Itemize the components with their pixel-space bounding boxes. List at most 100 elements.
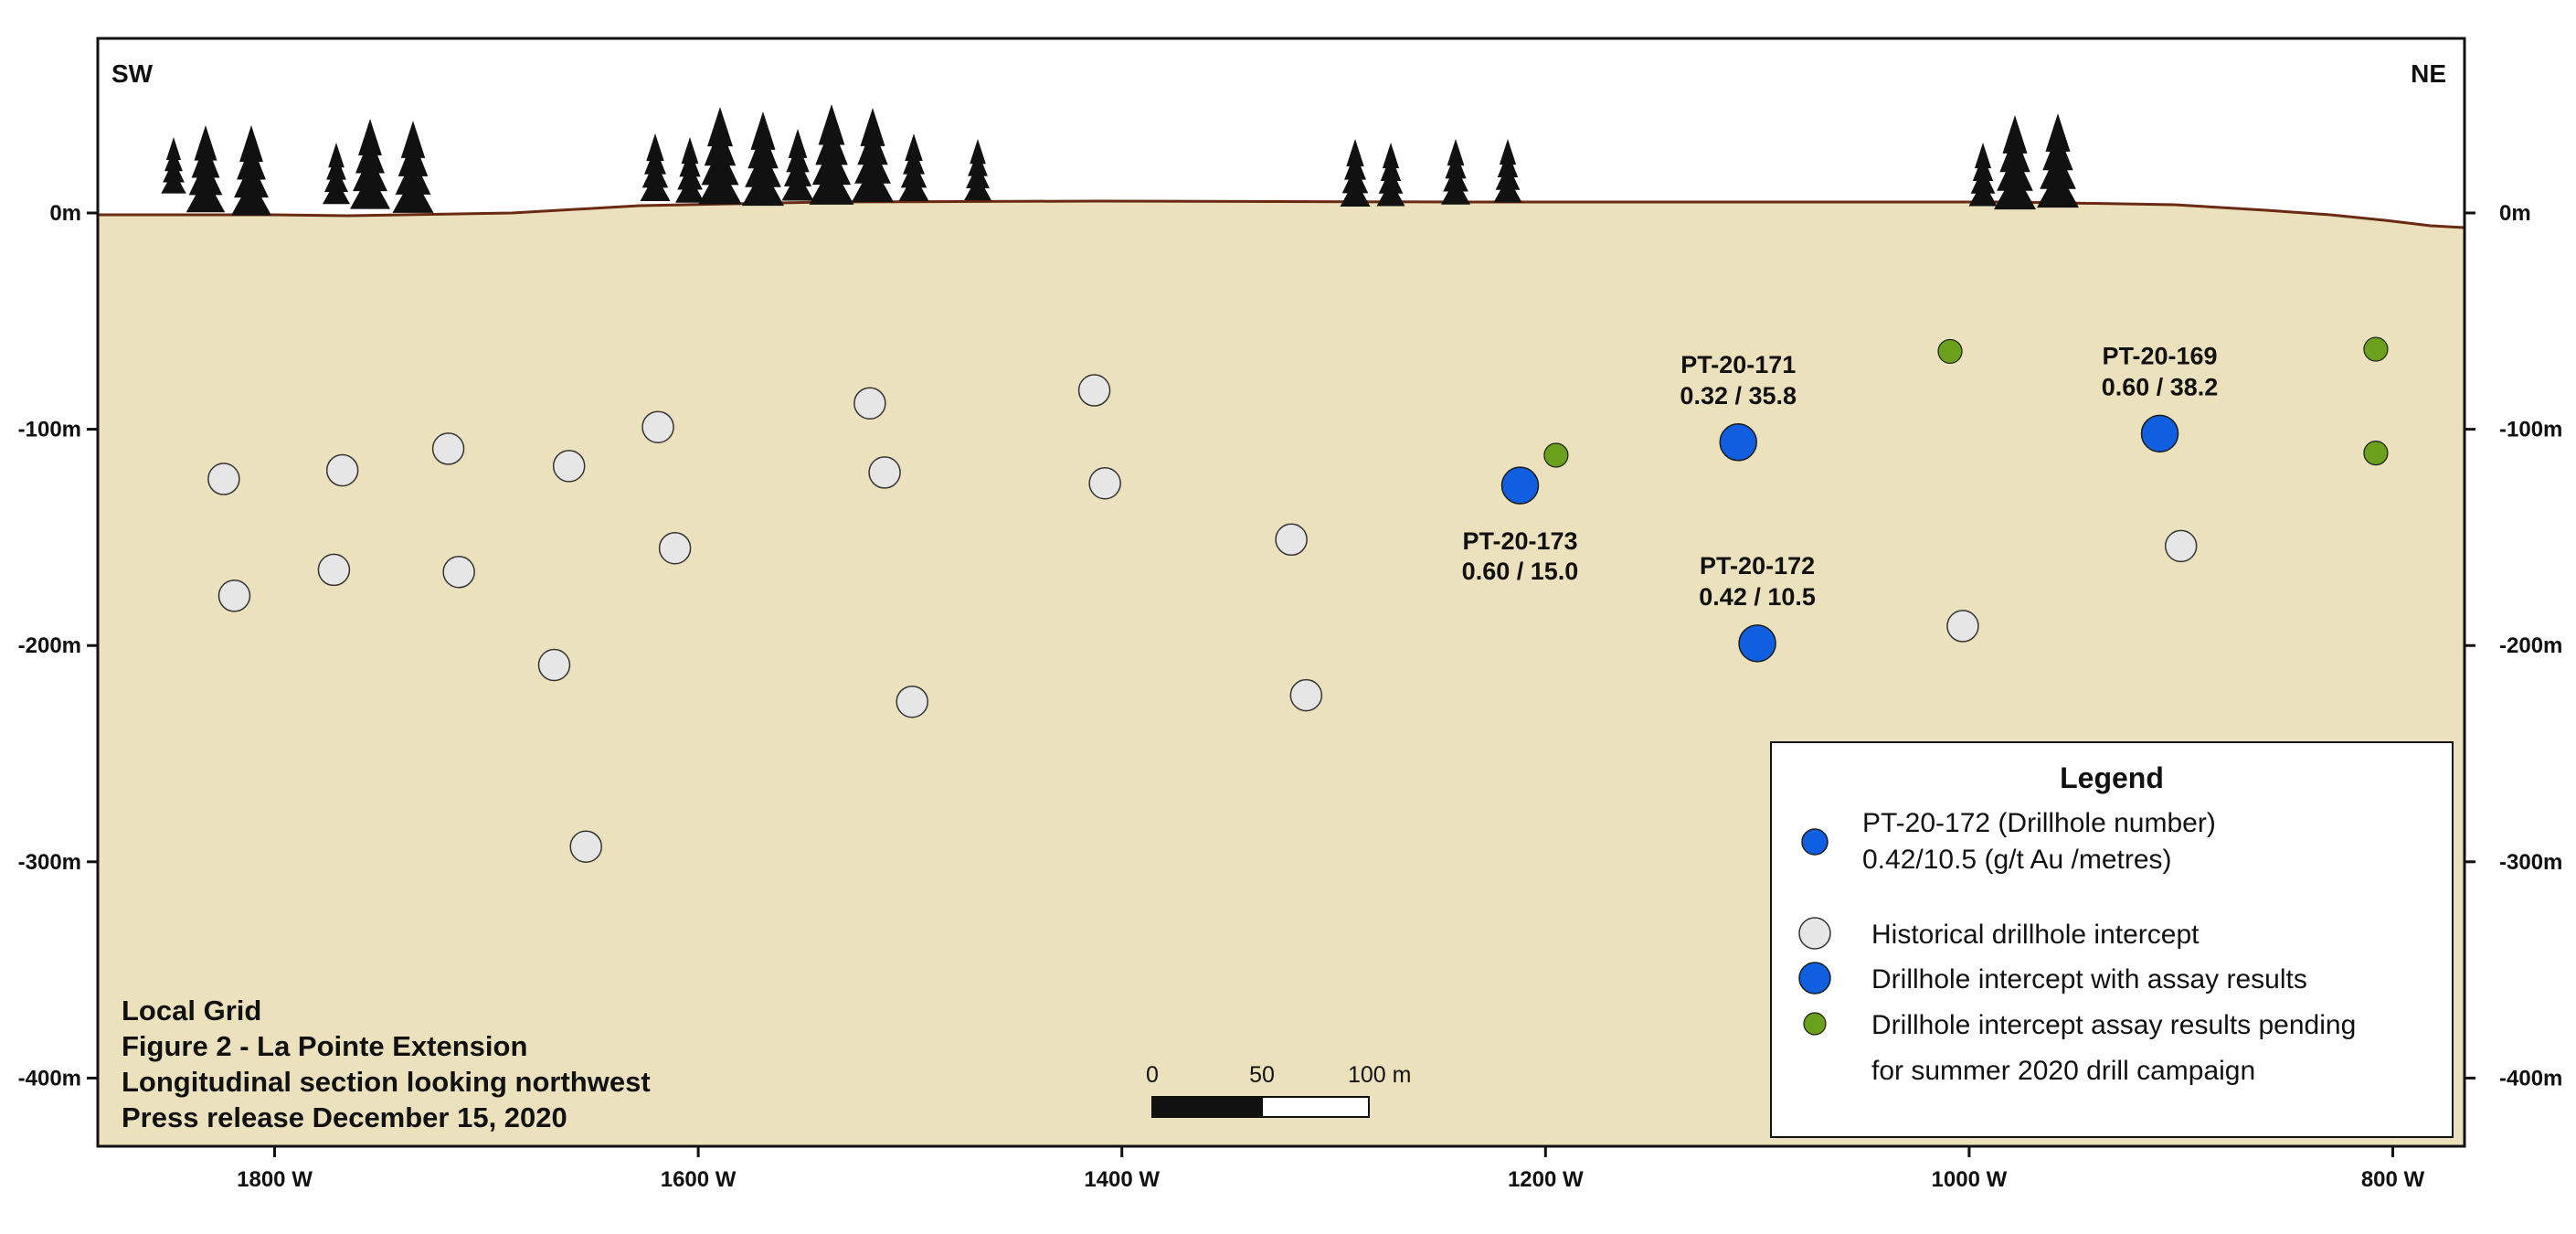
x-tick-label-1400: 1400 W — [1084, 1167, 1160, 1192]
historical-intercept — [1946, 610, 1979, 643]
hole-grade-label: 0.60 / 15.0 — [1462, 558, 1579, 585]
y-tick-label-right-2: -200m — [2499, 633, 2562, 658]
tree-icon — [1994, 115, 2036, 210]
tree-icon — [781, 129, 814, 201]
x-tick-label-1600: 1600 W — [661, 1167, 737, 1192]
tree-icon — [231, 125, 271, 216]
tree-icon — [1493, 139, 1522, 203]
tree-icon — [186, 125, 226, 213]
tree-icon — [898, 133, 929, 201]
historical-intercept — [207, 463, 240, 495]
historical-intercept — [552, 450, 586, 483]
y-tick-label-left-0: 0m — [49, 201, 81, 226]
tree-icon — [675, 137, 705, 203]
tree-icon — [2037, 113, 2079, 208]
tree-icon — [809, 104, 854, 205]
y-tick-label-left-4: -400m — [18, 1066, 81, 1090]
historical-intercept — [217, 580, 251, 612]
historical-intercept — [537, 648, 571, 682]
tree-icon — [640, 133, 671, 201]
tree-icon — [852, 108, 894, 203]
note-figure-title: Figure 2 - La Pointe Extension — [122, 1030, 527, 1062]
historical-intercept — [658, 531, 692, 565]
legend-title: Legend — [2060, 761, 2164, 794]
historical-intercept — [1077, 374, 1111, 407]
historical-intercept — [896, 685, 928, 718]
scale-bar-white-segment — [1261, 1096, 1370, 1118]
drillhole-intercepts: PT-20-173 0.60 / 15.0 PT-20-171 0.32 / 35.8… — [207, 336, 2389, 863]
historical-intercept — [317, 553, 351, 587]
x-tick-label-1000: 1000 W — [1932, 1167, 2008, 1192]
surface-line — [98, 199, 2465, 229]
legend-box — [1770, 741, 2454, 1138]
tree-icon — [323, 143, 350, 205]
tree-icon — [1968, 143, 1998, 207]
y-tick-label-right-4: -400m — [2499, 1066, 2562, 1090]
legend-pending-line2: for summer 2020 drill campaign — [1871, 1056, 2255, 1086]
tree-icon — [1340, 139, 1371, 207]
y-tick-label-left-3: -300m — [18, 850, 81, 875]
legend-pending-marker — [1803, 1012, 1827, 1036]
hole-id-label: PT-20-173 — [1462, 527, 1577, 555]
tree-row — [161, 104, 2079, 216]
pending-intercept — [1543, 442, 1569, 468]
note-press-release: Press release December 15, 2020 — [122, 1101, 567, 1133]
scale-label-0: 0 — [1146, 1062, 1159, 1088]
y-tick-label-right-0: 0m — [2499, 201, 2531, 226]
tree-icon — [350, 119, 390, 209]
plot-frame — [96, 37, 2466, 1148]
tree-icon — [964, 139, 991, 201]
tree-icon — [161, 137, 186, 194]
legend-example-marker — [1801, 828, 1829, 856]
assay-intercept-pt-20-169 — [2140, 414, 2179, 453]
direction-ne: NE — [2411, 59, 2446, 88]
tree-icon — [1441, 139, 1470, 205]
x-tick-label-800: 800 W — [2361, 1167, 2425, 1192]
scale-bar: 0 50 100 m — [1146, 1062, 1411, 1118]
legend-historical-marker — [1798, 917, 1831, 950]
historical-intercept — [325, 453, 359, 487]
hole-grade-label: 0.60 / 38.2 — [2102, 373, 2219, 400]
historical-intercept — [1275, 523, 1308, 557]
pending-intercept — [2363, 336, 2389, 362]
tree-icon — [698, 107, 742, 205]
hole-id-label: PT-20-171 — [1680, 351, 1796, 378]
scale-label-50: 50 — [1249, 1062, 1275, 1088]
historical-intercept — [2164, 529, 2198, 563]
legend-assay-marker — [1798, 962, 1831, 995]
historical-intercept — [1289, 678, 1323, 712]
x-tick-label-1200: 1200 W — [1508, 1167, 1584, 1192]
direction-sw: SW — [111, 59, 154, 88]
tree-icon — [392, 121, 434, 213]
hole-id-label: PT-20-172 — [1700, 552, 1815, 580]
legend: Legend PT-20-172 (Drillhole number) 0.42… — [1770, 741, 2454, 1138]
legend-pending-line1: Drillhole intercept assay results pendin… — [1871, 1010, 2356, 1040]
y-tick-label-right-3: -300m — [2499, 850, 2562, 875]
historical-intercept — [431, 432, 465, 465]
legend-example-line1: PT-20-172 (Drillhole number) — [1862, 808, 2216, 838]
tree-icon — [1376, 143, 1405, 207]
historical-intercept — [569, 830, 602, 863]
note-local-grid: Local Grid — [122, 995, 261, 1027]
y-tick-label-left-2: -200m — [18, 633, 81, 658]
assay-intercept-pt-20-171 — [1719, 423, 1757, 462]
legend-historical-text: Historical drillhole intercept — [1871, 920, 2200, 950]
tree-icon — [742, 112, 784, 207]
scale-bar-black-segment — [1151, 1096, 1263, 1118]
historical-intercept — [868, 456, 901, 489]
historical-intercept — [853, 387, 886, 420]
historical-intercept — [442, 556, 475, 589]
historical-intercept — [641, 410, 674, 443]
assay-intercept-pt-20-173 — [1500, 466, 1540, 505]
pending-intercept — [1937, 338, 1963, 365]
axes: 1800 W 1600 W 1400 W 1200 W 1000 W 800 W 0m 0m -… — [18, 201, 2563, 1192]
legend-assay-text: Drillhole intercept with assay results — [1871, 964, 2307, 995]
x-tick-label-1800: 1800 W — [237, 1167, 313, 1192]
pending-intercept — [2363, 441, 2389, 466]
assay-intercept-pt-20-172 — [1738, 624, 1776, 663]
hole-grade-label: 0.42 / 10.5 — [1699, 583, 1816, 611]
y-tick-label-left-1: -100m — [18, 418, 81, 442]
scale-label-100m: 100 m — [1348, 1062, 1411, 1088]
y-tick-label-right-1: -100m — [2499, 418, 2562, 442]
